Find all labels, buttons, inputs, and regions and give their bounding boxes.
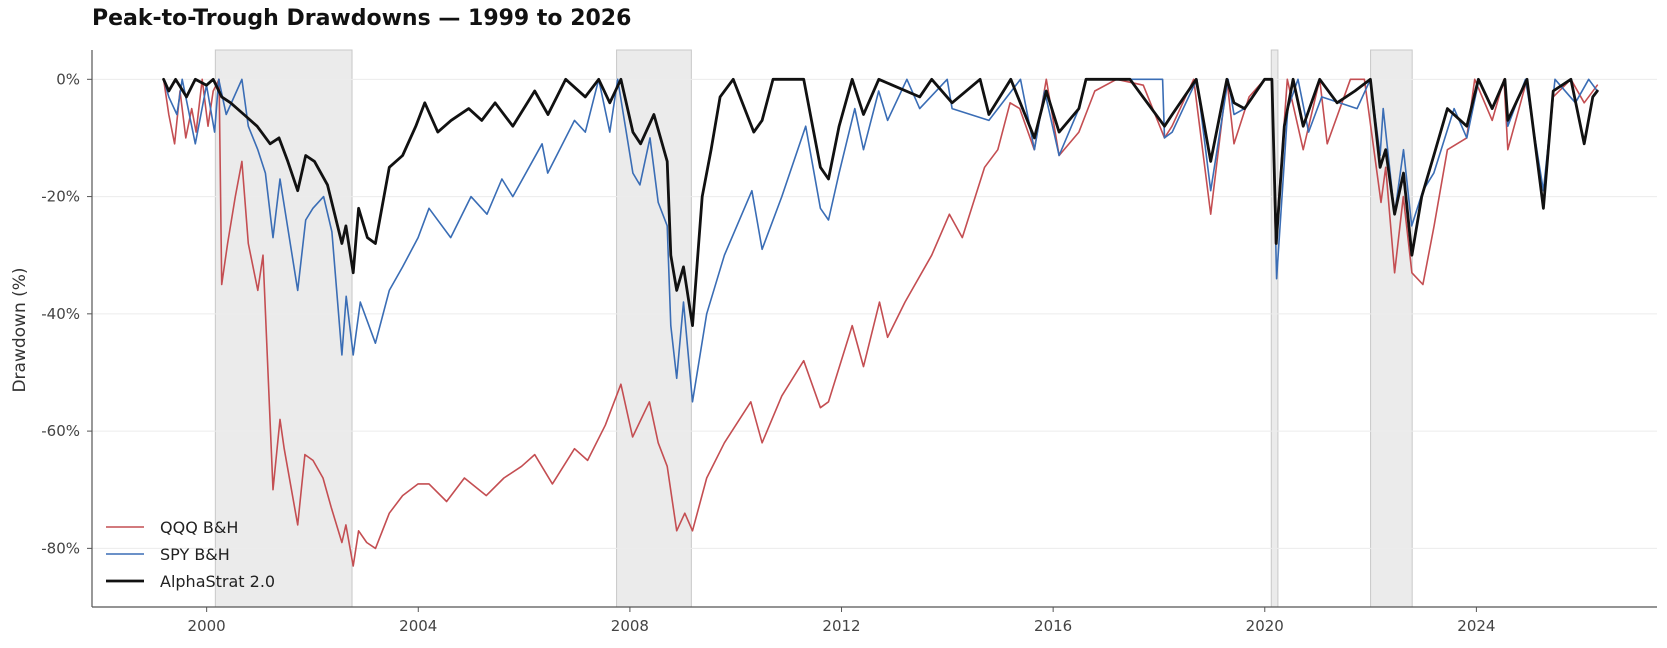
legend: QQQ B&H SPY B&H AlphaStrat 2.0 bbox=[106, 518, 275, 591]
series-line-alphastrat-2-0 bbox=[162, 77, 1599, 327]
series-line-qqq-b-h bbox=[162, 78, 1599, 567]
shaded-period-0 bbox=[214, 49, 353, 608]
x-tick-label: 2004 bbox=[399, 617, 437, 635]
x-tick-label: 2016 bbox=[1034, 617, 1072, 635]
x-tick-label: 2024 bbox=[1457, 617, 1495, 635]
x-tick-label: 2020 bbox=[1246, 617, 1284, 635]
axes: Drawdown (%) bbox=[10, 50, 1657, 608]
y-axis-label: Drawdown (%) bbox=[10, 267, 30, 392]
legend-label: SPY B&H bbox=[160, 545, 230, 564]
y-tick-label: -80% bbox=[41, 539, 80, 557]
y-tick-label: -60% bbox=[41, 422, 80, 440]
tick-labels: 0% -20% -40% -60% -80% 2000 2004 2008 2012 2016 20… bbox=[41, 70, 1495, 635]
series-lines bbox=[162, 77, 1599, 567]
x-tick-label: 2008 bbox=[611, 617, 649, 635]
y-tick-label: 0% bbox=[56, 70, 80, 88]
legend-label: AlphaStrat 2.0 bbox=[160, 572, 275, 591]
chart-title: Peak-to-Trough Drawdowns — 1999 to 2026 bbox=[92, 6, 632, 31]
legend-label: QQQ B&H bbox=[160, 518, 238, 537]
x-tick-label: 2012 bbox=[822, 617, 860, 635]
y-tick-label: -20% bbox=[41, 188, 80, 206]
y-tick-label: -40% bbox=[41, 305, 80, 323]
shaded-period-1 bbox=[616, 49, 692, 608]
x-tick-label: 2000 bbox=[188, 617, 226, 635]
gridlines bbox=[92, 78, 1657, 549]
